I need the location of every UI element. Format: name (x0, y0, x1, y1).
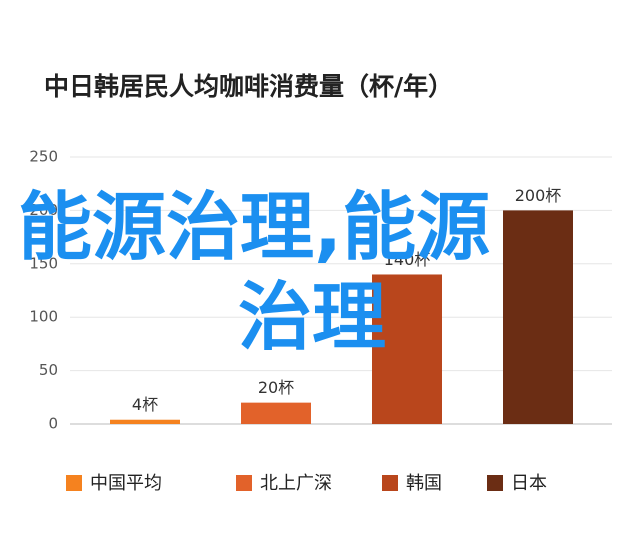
y-tick-label: 0 (48, 415, 58, 433)
y-tick-label: 150 (29, 254, 58, 272)
value-label: 4杯 (132, 395, 158, 414)
legend-label: 韩国 (406, 473, 442, 494)
y-tick-label: 50 (39, 361, 58, 379)
bar (110, 419, 180, 424)
bar (372, 274, 442, 424)
y-tick-label: 200 (29, 201, 58, 219)
y-tick-label: 100 (29, 308, 58, 326)
value-label: 20杯 (258, 378, 294, 397)
bar (503, 210, 573, 424)
legend-swatch (236, 475, 252, 491)
watermark-text: 能源治理,能源 (18, 185, 490, 271)
chart-title: 中日韩居民人均咖啡消费量（杯/年） (44, 72, 453, 101)
value-label: 200杯 (515, 186, 562, 205)
legend-label: 北上广深 (260, 473, 332, 494)
legend-label: 日本 (511, 473, 547, 494)
watermark-text: 治理 (238, 275, 386, 361)
y-tick-label: 250 (29, 148, 58, 166)
legend-label: 中国平均 (90, 473, 162, 494)
value-label: 140杯 (384, 250, 431, 269)
legend-swatch (487, 475, 503, 491)
legend-swatch (66, 475, 82, 491)
legend-swatch (382, 475, 398, 491)
bar (241, 402, 311, 424)
